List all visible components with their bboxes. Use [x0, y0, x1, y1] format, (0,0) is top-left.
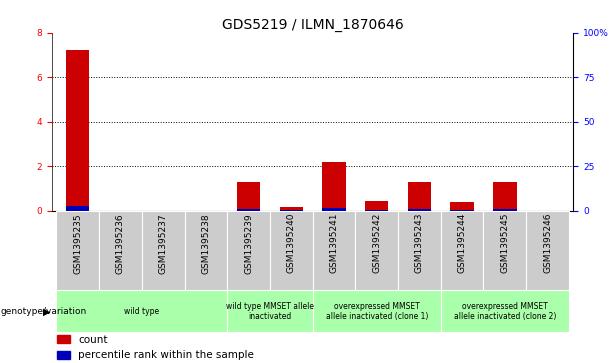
Text: GSM1395241: GSM1395241 — [329, 213, 338, 273]
Text: overexpressed MMSET
allele inactivated (clone 2): overexpressed MMSET allele inactivated (… — [454, 302, 556, 321]
Bar — [408, 182, 431, 211]
Bar — [66, 50, 89, 211]
Text: GSM1395246: GSM1395246 — [543, 213, 552, 273]
Bar — [185, 211, 227, 290]
Bar — [365, 210, 389, 211]
Bar — [408, 209, 431, 211]
Bar — [493, 209, 517, 211]
Text: ▶: ▶ — [43, 306, 50, 316]
Text: GSM1395243: GSM1395243 — [415, 213, 424, 273]
Text: wild type: wild type — [124, 307, 159, 316]
Bar — [237, 209, 261, 211]
Bar — [365, 200, 389, 211]
Text: GSM1395239: GSM1395239 — [244, 213, 253, 274]
Text: GSM1395244: GSM1395244 — [458, 213, 466, 273]
Bar — [56, 290, 227, 332]
Bar — [484, 211, 526, 290]
Title: GDS5219 / ILMN_1870646: GDS5219 / ILMN_1870646 — [222, 18, 403, 32]
Text: wild type MMSET allele
inactivated: wild type MMSET allele inactivated — [226, 302, 314, 321]
Text: overexpressed MMSET
allele inactivated (clone 1): overexpressed MMSET allele inactivated (… — [326, 302, 428, 321]
Text: GSM1395238: GSM1395238 — [201, 213, 210, 274]
Bar — [280, 207, 303, 211]
Bar — [451, 209, 474, 211]
Bar — [441, 211, 484, 290]
Bar — [142, 211, 185, 290]
Bar — [356, 211, 398, 290]
Bar — [56, 211, 99, 290]
Text: GSM1395240: GSM1395240 — [287, 213, 296, 273]
Bar — [493, 182, 517, 211]
Bar — [313, 211, 356, 290]
Text: GSM1395242: GSM1395242 — [372, 213, 381, 273]
Bar — [322, 162, 346, 211]
Bar — [66, 206, 89, 211]
Text: GSM1395245: GSM1395245 — [500, 213, 509, 273]
Bar — [441, 290, 569, 332]
Text: GSM1395235: GSM1395235 — [73, 213, 82, 274]
Text: GSM1395236: GSM1395236 — [116, 213, 125, 274]
Bar — [322, 208, 346, 211]
Bar — [526, 211, 569, 290]
Bar — [227, 290, 313, 332]
Legend: count, percentile rank within the sample: count, percentile rank within the sample — [57, 335, 254, 360]
Bar — [451, 202, 474, 211]
Bar — [313, 290, 441, 332]
Bar — [99, 211, 142, 290]
Bar — [398, 211, 441, 290]
Text: GSM1395237: GSM1395237 — [159, 213, 167, 274]
Text: genotype/variation: genotype/variation — [1, 307, 87, 316]
Bar — [237, 182, 261, 211]
Bar — [227, 211, 270, 290]
Bar — [270, 211, 313, 290]
